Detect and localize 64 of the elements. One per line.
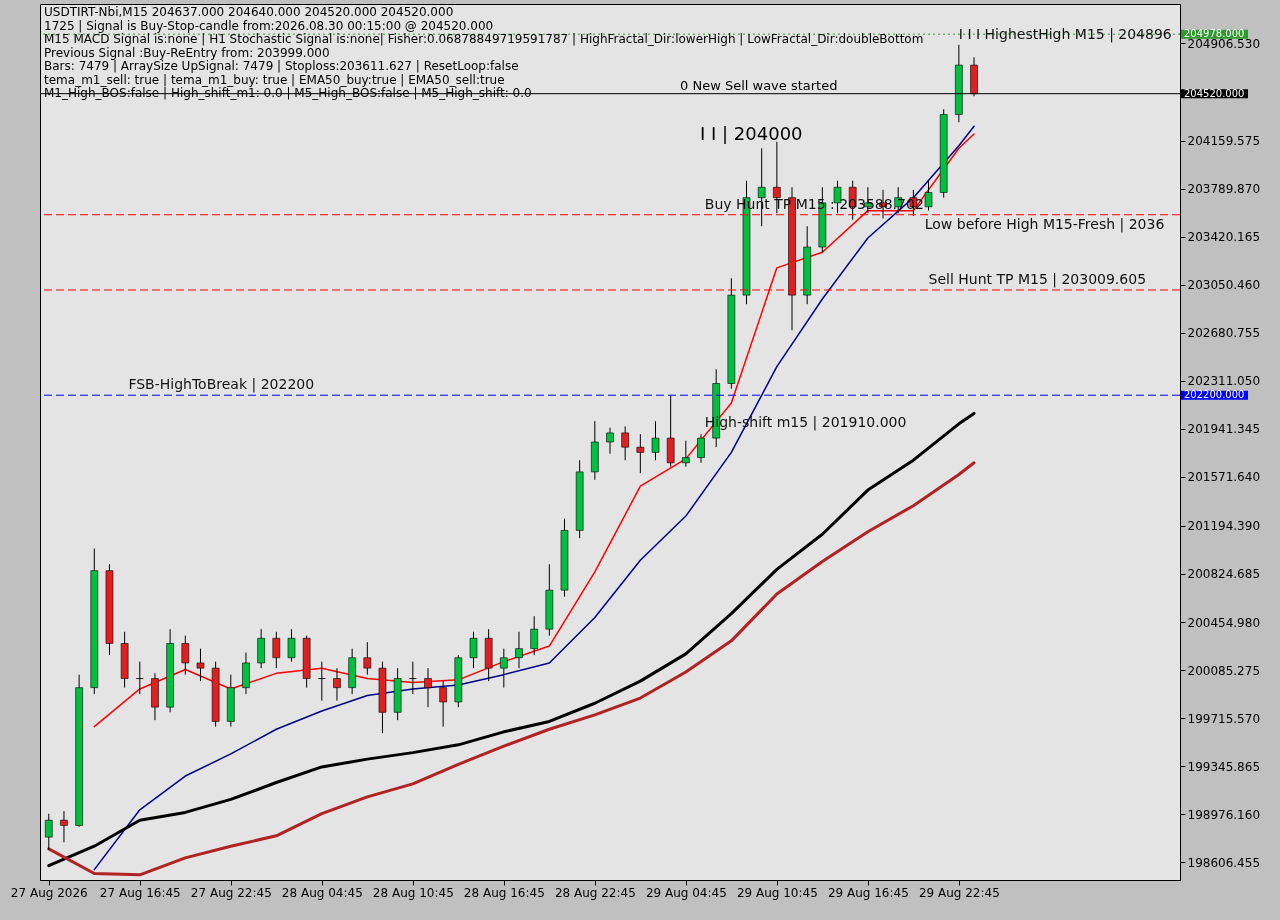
candlestick (697, 433, 705, 464)
y-tick-label: 200454.980 (1187, 615, 1261, 630)
candlestick (424, 667, 432, 708)
candlestick (500, 648, 508, 689)
x-tick-label: 27 Aug 22:45 (190, 885, 272, 900)
y-tick-label: 201571.640 (1187, 470, 1261, 485)
annotation: Bars: 7479 | ArraySize UpSignal: 7479 | Stoploss:203611.627 | ResetLoop:false (44, 59, 519, 73)
candlestick (606, 427, 614, 455)
candlestick (621, 425, 629, 461)
y-tick-label: 203789.870 (1187, 182, 1261, 197)
x-tick-label: 29 Aug 22:45 (918, 885, 1000, 900)
y-tick-label: 200824.685 (1187, 567, 1261, 582)
x-tick-label: 28 Aug 10:45 (372, 885, 454, 900)
y-tick-label: 198606.455 (1187, 855, 1261, 870)
candlestick (833, 180, 842, 214)
ref-line-label: 202200.000 (1184, 389, 1245, 401)
y-tick-label: 200085.275 (1187, 663, 1261, 678)
candlestick (44, 813, 53, 851)
annotation: Low before High M15-Fresh | 2036 (924, 215, 1165, 233)
annotation: FSB-HighToBreak | 202200 (128, 376, 315, 394)
candlestick (924, 180, 933, 212)
annotation: I I I HighestHigh M15 | 204896 (958, 25, 1172, 43)
candlestick (469, 631, 478, 669)
candlestick (333, 667, 341, 702)
candlestick (60, 810, 68, 843)
candlestick (636, 433, 645, 474)
x-tick-label: 29 Aug 16:45 (827, 885, 909, 900)
candlestick (515, 631, 523, 669)
annotation: I I | 204000 (700, 123, 803, 144)
x-tick-label: 28 Aug 22:45 (554, 885, 636, 900)
chart-title: USDTIRT-Nbi,M15 204637.000 204640.000 204520.000 204520.000 (44, 5, 454, 19)
y-tick-label: 201194.390 (1187, 519, 1261, 534)
candlestick (439, 680, 447, 728)
candlestick (651, 420, 660, 461)
y-tick-label: 201941.345 (1187, 422, 1261, 437)
y-tick-label: 203050.460 (1187, 278, 1261, 293)
annotation: Sell Hunt TP M15 | 203009.605 (928, 270, 1147, 288)
candlestick (272, 631, 281, 669)
annotation: 0 New Sell wave started (680, 78, 838, 93)
annotation: tema_m1_sell: true | tema_m1_buy: true | EMA50_buy:true | EMA50_sell:true (44, 72, 505, 87)
annotation: M15 MACD Signal is:none | H1 Stochastic Signal is:none| Fisher:0.06878849719591787 | HighFractal_Dir:lowerHigh | LowFractal_Dir:doubleBottom (44, 32, 924, 46)
x-tick-label: 28 Aug 16:45 (463, 885, 545, 900)
annotation: Previous Signal :Buy-ReEntry from: 203999.000 (44, 45, 330, 60)
y-tick-label: 203420.165 (1187, 230, 1261, 245)
x-tick-label: 27 Aug 16:45 (99, 885, 181, 900)
y-tick-label: 198976.160 (1187, 807, 1261, 822)
x-tick-label: 29 Aug 10:45 (736, 885, 818, 900)
x-tick-label: 27 Aug 2026 (10, 885, 88, 900)
candlestick (363, 641, 372, 676)
x-tick-label: 29 Aug 04:45 (645, 885, 727, 900)
candlestick (682, 440, 690, 468)
y-tick-label: 202680.755 (1187, 326, 1261, 341)
ref-line-label: 204520.000 (1184, 87, 1245, 99)
candlestick (530, 615, 538, 656)
y-tick-label: 199715.570 (1187, 711, 1261, 726)
candlestick (181, 635, 190, 676)
y-tick-label: 199345.865 (1187, 759, 1261, 774)
x-tick-label: 28 Aug 04:45 (281, 885, 363, 900)
candlestick (196, 648, 205, 682)
y-tick-label: 204159.575 (1187, 134, 1261, 149)
y-tick-label: 202311.050 (1187, 374, 1261, 389)
annotation: 1725 | Signal is Buy-Stop-candle from:2026.08.30 00:15:00 @ 204520.000 (44, 18, 494, 33)
ref-line-label: 204978.000 (1184, 28, 1245, 40)
candlestick (287, 628, 296, 663)
